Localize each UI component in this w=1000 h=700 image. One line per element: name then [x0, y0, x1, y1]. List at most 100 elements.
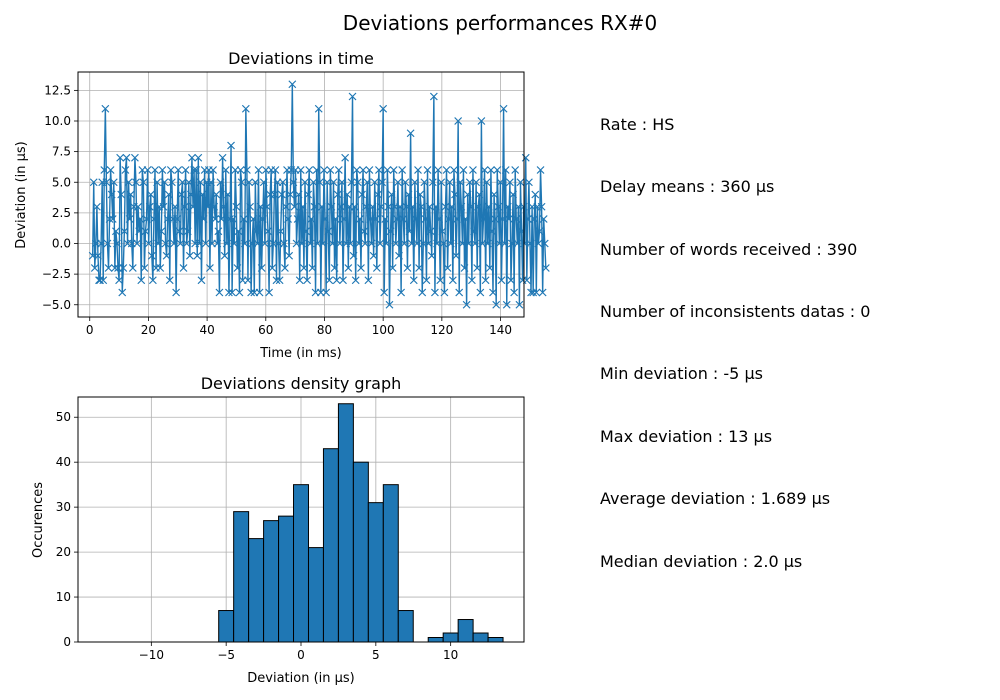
deviation-point: [447, 202, 456, 211]
density-bar: [322, 448, 339, 643]
deviation-point: [284, 215, 293, 223]
density-plot-ytick-label: 50: [56, 410, 71, 424]
deviation-point: [147, 251, 156, 260]
stat-rate: Rate : HS: [600, 115, 675, 134]
deviation-point: [448, 276, 457, 285]
deviation-point: [232, 202, 241, 211]
time-plot-ticks: 0 20 40 60 80 100 120 140 −5.0 −2.5 0.0 2.5 5.0 7.5 10…: [42, 83, 512, 337]
density-plot-ytick-label: 20: [56, 545, 71, 559]
deviation-point: [219, 202, 228, 211]
deviation-point: [145, 202, 154, 211]
deviation-point: [153, 178, 162, 187]
deviation-point: [130, 153, 139, 162]
deviation-point: [264, 227, 272, 236]
deviation-point: [109, 178, 118, 187]
deviation-point: [355, 215, 364, 223]
stat-inconsistent-datas: Number of inconsistents datas : 0: [600, 302, 871, 321]
deviation-point: [406, 129, 415, 138]
deviation-point: [425, 202, 434, 211]
deviation-point: [391, 239, 400, 248]
deviation-point: [170, 239, 178, 248]
deviation-point: [418, 288, 427, 297]
time-plot-xtick-label: 0: [86, 323, 94, 337]
deviation-point: [280, 264, 289, 272]
deviation-point: [115, 276, 124, 285]
deviation-point: [240, 239, 249, 248]
deviation-point: [199, 215, 208, 223]
density-bar: [367, 502, 384, 643]
deviation-point: [227, 141, 235, 150]
deviation-point: [455, 288, 464, 297]
deviation-point: [102, 178, 111, 187]
density-bar: [442, 632, 459, 643]
deviation-point: [540, 239, 549, 248]
deviation-point: [156, 264, 165, 272]
deviation-point: [183, 227, 192, 236]
deviation-point: [310, 202, 319, 211]
deviation-point: [154, 239, 163, 248]
deviation-point: [493, 166, 502, 174]
deviation-point: [490, 190, 498, 199]
deviation-point: [106, 166, 115, 174]
deviation-point: [90, 264, 99, 272]
deviation-point: [203, 202, 212, 211]
deviation-point: [477, 117, 486, 125]
deviation-point: [324, 227, 333, 236]
deviation-point: [503, 202, 512, 211]
deviation-point: [201, 239, 210, 248]
deviation-point: [474, 202, 483, 211]
deviation-point: [502, 300, 511, 309]
deviation-point: [105, 215, 114, 223]
deviation-point: [482, 178, 491, 187]
deviation-point: [365, 166, 374, 174]
deviation-point: [117, 190, 126, 199]
figure-title: Deviations performances RX#0: [343, 11, 657, 35]
deviation-point: [111, 227, 120, 236]
deviation-point: [196, 178, 205, 187]
stat-words-received: Number of words received : 390: [600, 240, 858, 259]
density-bar: [278, 515, 295, 643]
deviation-point: [108, 215, 117, 223]
deviation-point: [438, 227, 447, 236]
deviation-point: [124, 178, 133, 187]
deviation-point: [189, 202, 197, 211]
deviation-point: [529, 288, 538, 297]
deviation-point: [166, 166, 175, 174]
density-plot-ytick-label: 30: [56, 500, 71, 514]
deviation-point: [136, 215, 145, 223]
deviation-point: [303, 276, 312, 285]
deviation-point: [352, 166, 361, 174]
density-bar: [263, 520, 280, 643]
deviation-point: [480, 166, 489, 174]
deviation-point: [336, 202, 345, 211]
deviation-point: [113, 239, 121, 248]
deviation-point: [223, 190, 232, 199]
time-plot-xtick-label: 60: [258, 323, 273, 337]
deviation-point: [103, 239, 112, 248]
deviation-point: [408, 202, 417, 211]
density-bar: [293, 484, 309, 643]
deviation-point: [259, 178, 268, 187]
deviation-point: [268, 264, 277, 272]
deviation-point: [326, 166, 335, 174]
deviation-point: [484, 202, 493, 211]
deviation-point: [258, 215, 267, 223]
deviation-point: [445, 178, 454, 187]
deviation-point: [476, 288, 485, 297]
deviation-point: [92, 202, 101, 211]
deviation-point: [500, 239, 509, 248]
deviation-point: [334, 166, 343, 174]
deviation-point: [272, 276, 281, 285]
deviation-point: [215, 288, 224, 297]
deviation-point: [277, 190, 286, 199]
deviation-point: [492, 300, 501, 309]
deviation-point: [323, 178, 332, 187]
deviation-point: [499, 104, 508, 113]
deviation-point: [128, 264, 137, 272]
time-plot-title: Deviations in time: [228, 49, 374, 68]
deviation-point: [401, 178, 410, 187]
deviation-point: [417, 202, 426, 211]
deviation-point: [185, 251, 194, 260]
deviation-point: [176, 239, 185, 248]
deviation-point: [432, 202, 440, 211]
